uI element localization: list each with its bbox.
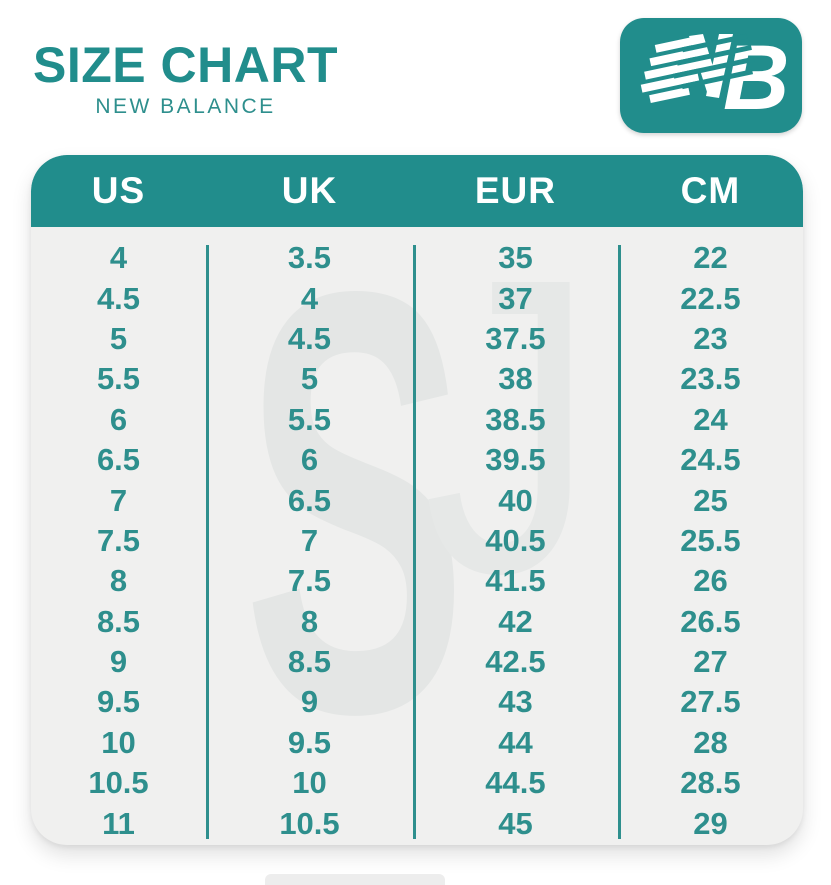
size-cell: 7.5: [96, 522, 141, 558]
watermark-letter-j: J: [423, 192, 596, 661]
size-cell: 45: [498, 805, 533, 841]
size-cell: 25.5: [680, 522, 741, 558]
size-cell: 9.5: [96, 684, 141, 720]
size-cell: 6: [109, 401, 128, 437]
size-cell: 4.5: [287, 320, 332, 356]
size-cell: 38.5: [485, 401, 546, 437]
size-cell: 24: [693, 401, 728, 437]
size-cell: 37: [498, 280, 533, 316]
table-row: 8.5 8 42 26.5: [31, 602, 803, 642]
size-cell: 24.5: [680, 442, 741, 478]
table-row: 10.5 10 44.5 28.5: [31, 763, 803, 803]
size-cell: 4: [300, 280, 319, 316]
size-cell: 41.5: [485, 563, 546, 599]
table-row: 7.5 7 40.5 25.5: [31, 521, 803, 561]
size-cell: 9.5: [287, 724, 332, 760]
table-row: 9.5 9 43 27.5: [31, 682, 803, 722]
size-table-card: S J US UK EUR CM 4 3.5 35 22 4.5 4 37 22.5 5 4.5 37.5…: [31, 155, 803, 845]
table-row: 9 8.5 42.5 27: [31, 642, 803, 682]
watermark-letter-s: S: [243, 168, 468, 838]
column-divider-1: [206, 245, 209, 839]
size-cell: 37.5: [485, 320, 546, 356]
column-divider-2: [413, 245, 416, 839]
table-header-row: US UK EUR CM: [31, 155, 803, 227]
size-cell: 9: [300, 684, 319, 720]
column-header-us: US: [91, 170, 146, 211]
size-cell: 5: [109, 320, 128, 356]
size-cell: 26.5: [680, 603, 741, 639]
title-block: SIZE CHART NEW BALANCE: [33, 38, 338, 119]
size-cell: 42.5: [485, 644, 546, 680]
table-row: 8 7.5 41.5 26: [31, 561, 803, 601]
column-header-eur: EUR: [474, 170, 556, 211]
size-cell: 40.5: [485, 522, 546, 558]
table-body: 4 3.5 35 22 4.5 4 37 22.5 5 4.5 37.5 23 5.5 5 38 23.5 6 5…: [31, 238, 803, 844]
bottom-watermark-fragment: [265, 874, 445, 885]
size-cell: 7: [300, 522, 319, 558]
size-cell: 6: [300, 442, 319, 478]
table-row: 4 3.5 35 22: [31, 238, 803, 278]
size-cell: 4.5: [96, 280, 141, 316]
size-cell: 9: [109, 644, 128, 680]
size-cell: 5: [300, 361, 319, 397]
size-cell: 44.5: [485, 765, 546, 801]
size-cell: 39.5: [485, 442, 546, 478]
column-header-cm: CM: [680, 170, 741, 211]
table-row: 5 4.5 37.5 23: [31, 319, 803, 359]
size-cell: 10: [101, 724, 136, 760]
page-subtitle: NEW BALANCE: [95, 95, 276, 118]
size-cell: 4: [109, 240, 128, 276]
size-cell: 6.5: [96, 442, 141, 478]
size-cell: 3.5: [287, 240, 332, 276]
size-cell: 5.5: [96, 361, 141, 397]
size-cell: 6.5: [287, 482, 332, 518]
size-cell: 11: [102, 805, 135, 841]
table-row: 10 9.5 44 28: [31, 723, 803, 763]
size-cell: 35: [498, 240, 533, 276]
size-cell: 44: [498, 724, 533, 760]
table-row: 6 5.5 38.5 24: [31, 400, 803, 440]
size-cell: 29: [693, 805, 728, 841]
size-cell: 22.5: [680, 280, 741, 316]
size-cell: 42: [498, 603, 533, 639]
size-cell: 23.5: [680, 361, 741, 397]
size-cell: 8: [300, 603, 319, 639]
brand-logo-badge: B: [620, 18, 802, 133]
size-cell: 25: [693, 482, 728, 518]
size-cell: 10.5: [88, 765, 149, 801]
size-cell: 8: [109, 563, 128, 599]
size-cell: 40: [498, 482, 533, 518]
size-cell: 7.5: [287, 563, 332, 599]
size-cell: 10: [292, 765, 327, 801]
column-header-uk: UK: [281, 170, 338, 211]
table-row: 7 6.5 40 25: [31, 480, 803, 520]
size-cell: 27: [693, 644, 728, 680]
size-cell: 5.5: [287, 401, 332, 437]
table-row: 4.5 4 37 22.5: [31, 278, 803, 318]
size-cell: 27.5: [680, 684, 741, 720]
size-cell: 28: [693, 724, 728, 760]
page-title: SIZE CHART: [33, 37, 338, 93]
size-cell: 43: [498, 684, 533, 720]
size-cell: 10.5: [279, 805, 340, 841]
new-balance-nb-logo-icon: B: [631, 26, 791, 129]
size-cell: 8.5: [96, 603, 141, 639]
size-cell: 7: [109, 482, 128, 518]
size-cell: 22: [693, 240, 728, 276]
size-cell: 8.5: [287, 644, 332, 680]
size-cell: 28.5: [680, 765, 741, 801]
size-cell: 38: [498, 361, 533, 397]
table-row: 11 10.5 45 29: [31, 803, 803, 843]
table-row: 6.5 6 39.5 24.5: [31, 440, 803, 480]
size-cell: 26: [693, 563, 728, 599]
table-row: 5.5 5 38 23.5: [31, 359, 803, 399]
column-divider-3: [618, 245, 621, 839]
size-cell: 23: [693, 320, 728, 356]
